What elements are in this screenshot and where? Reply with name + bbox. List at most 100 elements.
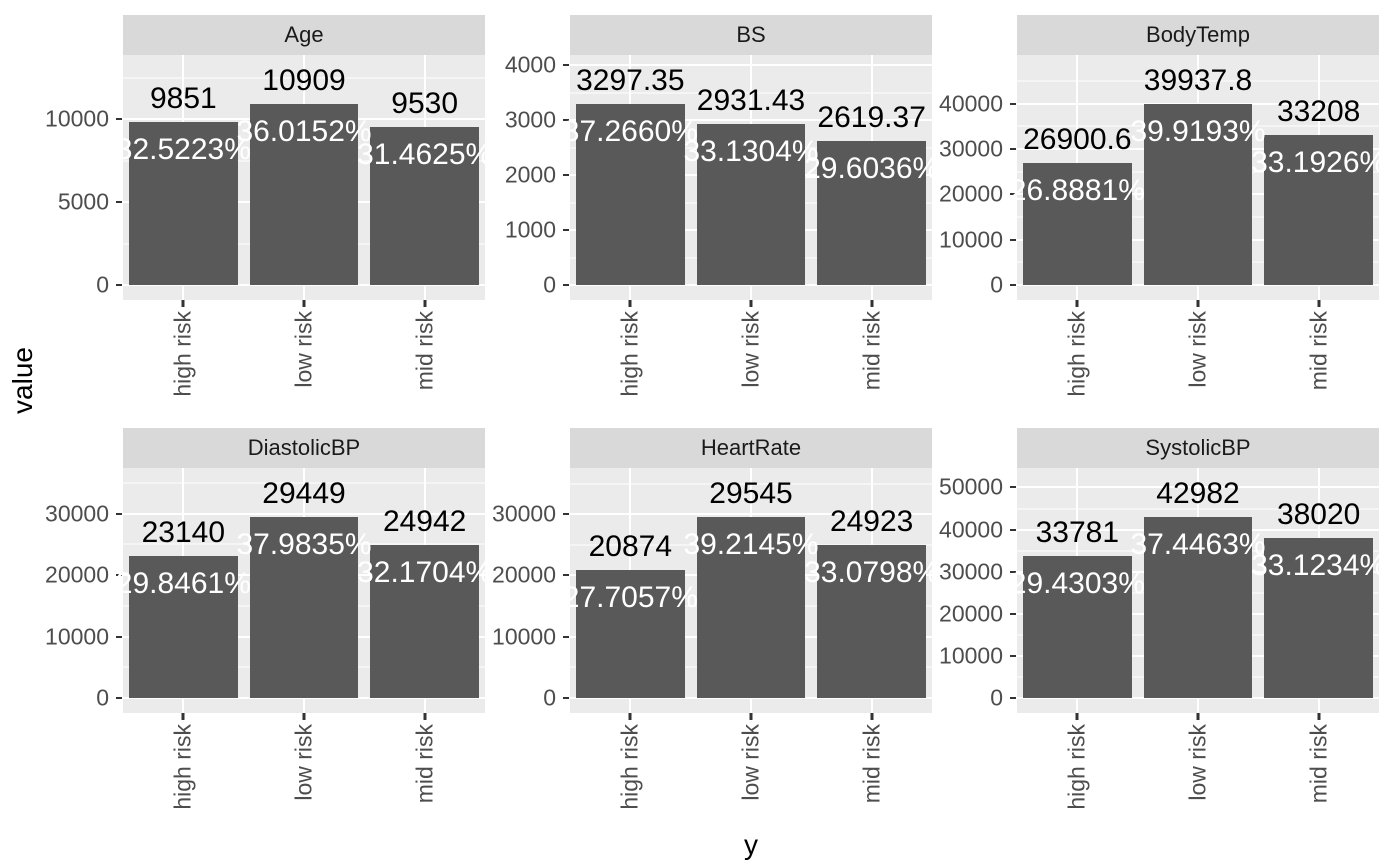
x-tick-label: low risk [737, 311, 764, 388]
y-tick-label: 4000 [504, 51, 556, 78]
gridline-major [570, 64, 932, 67]
y-axis: 0 1000 2000 3000 4000 [485, 51, 570, 300]
gridline-major [1017, 486, 1379, 489]
y-tick-mark [1010, 486, 1016, 489]
bar-percent-label: 33.1926% [1251, 145, 1387, 179]
x-tick-label: mid risk [1305, 311, 1332, 391]
gridline-major [570, 513, 932, 516]
x-tick-label: low risk [1184, 724, 1211, 801]
x-tick-mark [870, 300, 874, 307]
gridline-minor [570, 483, 932, 485]
bar-percent-label: 37.2660% [562, 114, 698, 148]
facet-strip: DiastolicBP [123, 428, 485, 468]
bar-high-risk [1023, 555, 1132, 698]
facet-diastolicbp: DiastolicBP 0 10000 20000 30000 23140 29.8461%… [38, 428, 492, 831]
bar-percent-label: 39.2145% [683, 528, 819, 561]
bar-percent-label: 33.0798% [804, 556, 940, 590]
bar-mid-risk [370, 544, 479, 698]
x-tick-mark [423, 300, 427, 307]
facet-title: SystolicBP [1145, 435, 1251, 460]
bar-percent-label: 29.6036% [804, 152, 940, 186]
bar-value-label: 24923 [829, 505, 914, 539]
bar-low-risk [1143, 517, 1253, 698]
plot-panel: 20874 27.7057% 29545 39.2145% 24923 33.0798% [563, 468, 939, 713]
facet-strip: Age [123, 15, 485, 55]
bar-value-label: 29449 [262, 477, 346, 510]
y-tick-mark [1010, 612, 1016, 615]
y-tick-label: 30000 [45, 500, 109, 527]
facet-age: Age 0 5000 10000 9851 32.5223% 10909 36.0152% 95… [38, 15, 492, 418]
facet-bodytemp: BodyTemp 0 10000 20000 30000 40000 26900.6 26.8… [932, 15, 1386, 418]
bar-low-risk [696, 517, 806, 698]
y-tick-mark [563, 174, 569, 177]
bar-value-label: 39937.8 [1143, 64, 1253, 98]
x-tick-label: high risk [169, 724, 196, 810]
y-tick-mark [563, 119, 569, 122]
y-tick-label: 0 [990, 271, 1003, 298]
bar-low-risk [249, 517, 359, 698]
y-tick-mark [1010, 193, 1016, 196]
bar-value-label: 29545 [709, 477, 793, 511]
gridline-minor [123, 77, 485, 79]
x-axis: high risk low risk mid risk [570, 713, 932, 831]
y-tick-label: 10000 [939, 226, 1003, 253]
facet-heartrate: HeartRate 0 10000 20000 30000 20874 27.7057% 29… [485, 428, 939, 831]
x-axis: high risk low risk mid risk [1017, 713, 1379, 831]
facet-strip: BodyTemp [1017, 15, 1379, 55]
y-tick-label: 0 [543, 271, 556, 298]
y-axis: 0 10000 20000 30000 [485, 468, 570, 713]
y-tick-mark [116, 118, 122, 121]
x-tick-label: mid risk [411, 724, 438, 804]
y-tick-label: 30000 [939, 135, 1003, 162]
x-tick-mark [423, 713, 427, 720]
y-axis-title: value [7, 346, 38, 414]
y-tick-label: 50000 [939, 473, 1003, 500]
bar-high-risk [576, 570, 685, 698]
bar-percent-label: 26.8881% [1009, 174, 1145, 208]
bar-value-label: 2931.43 [696, 84, 806, 118]
y-tick-label: 10000 [45, 105, 109, 132]
bar-value-label: 42982 [1156, 477, 1240, 511]
bar-value-label: 9530 [391, 86, 459, 120]
bar-value-label: 24942 [382, 504, 467, 538]
y-axis: 0 10000 20000 30000 40000 [932, 55, 1017, 300]
bar-percent-label: 39.9193% [1130, 115, 1266, 148]
x-tick-mark [628, 300, 632, 307]
bar-percent-label: 32.5223% [115, 132, 251, 166]
x-tick-label: mid risk [858, 724, 885, 804]
bar-percent-label: 37.4463% [1130, 528, 1266, 561]
y-tick-mark [1010, 238, 1016, 241]
bar-percent-label: 29.4303% [1009, 566, 1145, 600]
y-tick-mark [1010, 102, 1016, 105]
x-tick-label: mid risk [411, 311, 438, 391]
y-tick-label: 5000 [57, 188, 109, 215]
x-tick-mark [1317, 713, 1321, 720]
bar-value-label: 38020 [1276, 497, 1361, 531]
facet-title: BS [736, 22, 766, 47]
bar-percent-label: 33.1234% [1251, 548, 1387, 582]
plot-panel: 26900.6 26.8881% 39937.8 39.9193% 33208 33.19… [1010, 55, 1386, 300]
y-tick-label: 20000 [939, 180, 1003, 207]
x-tick-label: mid risk [858, 311, 885, 391]
bar-value-label: 9851 [149, 81, 217, 115]
y-tick-label: 30000 [939, 558, 1003, 585]
facet-title: Age [284, 22, 324, 47]
y-tick-mark [563, 697, 569, 699]
bar-low-risk [696, 124, 806, 285]
x-tick-mark [1196, 713, 1200, 720]
y-axis: 0 5000 10000 [38, 55, 123, 300]
bar-value-label: 10909 [262, 63, 346, 97]
gridline-minor [1017, 508, 1379, 509]
y-tick-label: 10000 [492, 623, 556, 650]
y-tick-label: 20000 [492, 561, 556, 588]
gridline-minor [1017, 80, 1379, 82]
y-tick-mark [563, 574, 569, 577]
y-tick-label: 3000 [504, 106, 556, 133]
gridline-major [570, 119, 932, 122]
y-tick-mark [563, 635, 569, 638]
bar-high-risk [576, 104, 685, 285]
y-tick-label: 0 [990, 684, 1003, 711]
bar-low-risk [1143, 104, 1253, 285]
y-tick-label: 2000 [504, 161, 556, 188]
bar-value-label: 23140 [141, 515, 226, 549]
